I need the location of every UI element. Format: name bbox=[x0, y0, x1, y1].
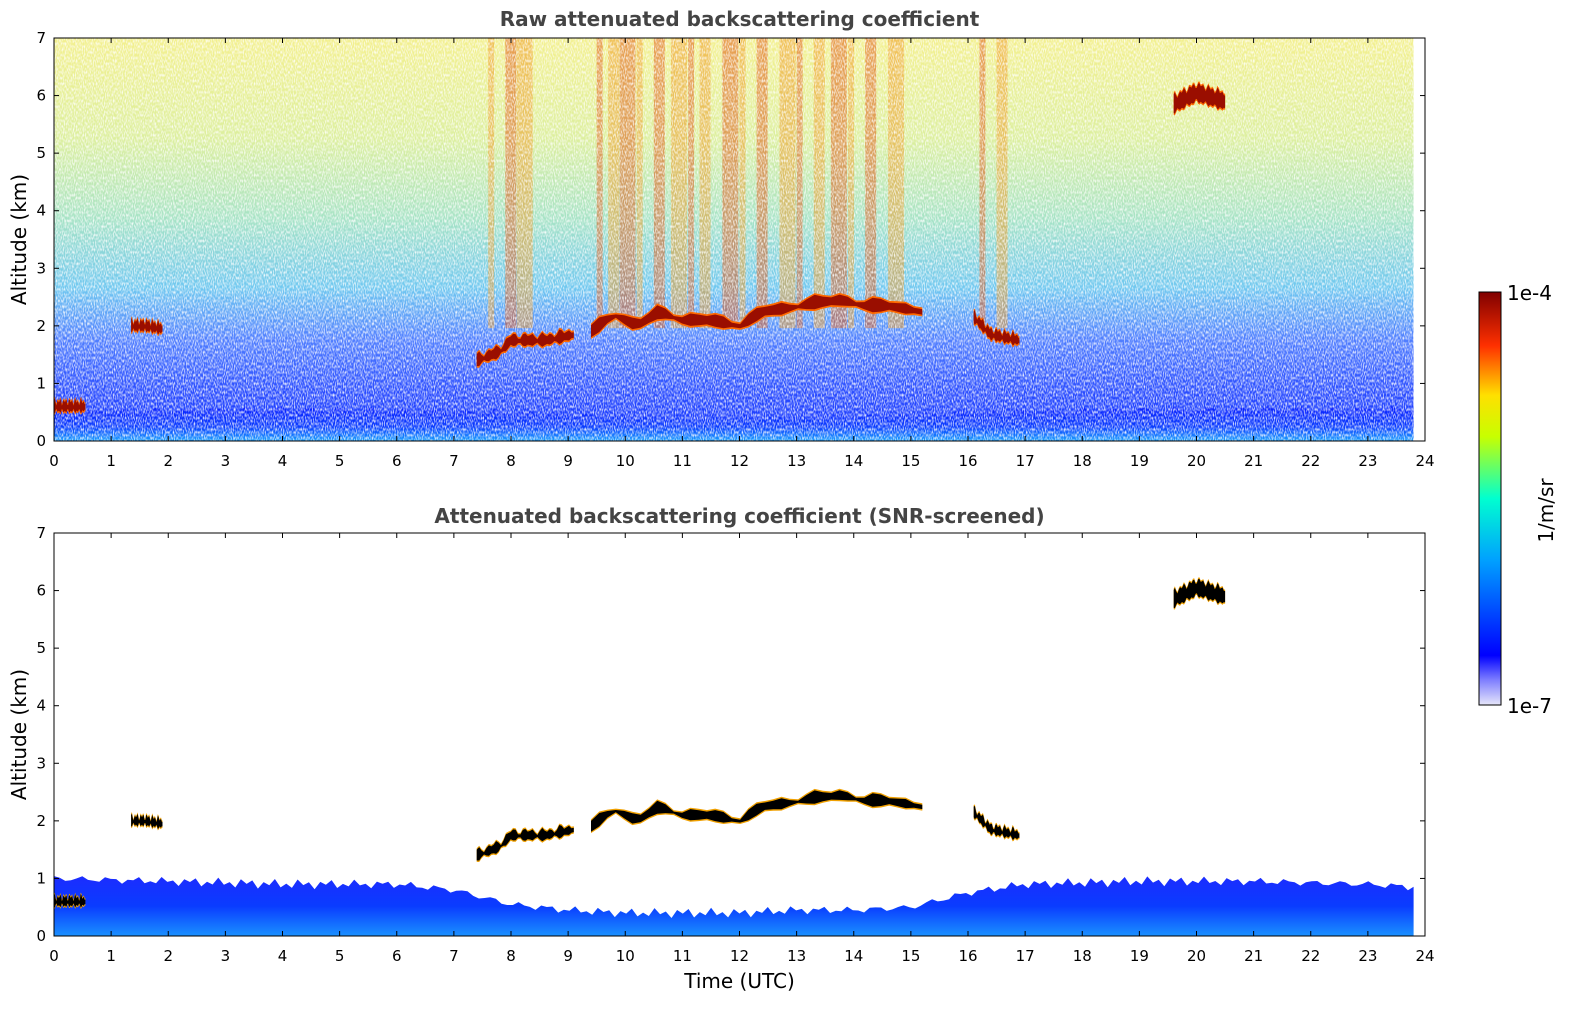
raw-xtick-label: 4 bbox=[278, 452, 288, 470]
raw-xtick-label: 2 bbox=[163, 452, 173, 470]
raw-xtick-label: 20 bbox=[1187, 452, 1206, 470]
screened-xtick-label: 1 bbox=[106, 947, 116, 965]
screened-backscatter-panel: 0 1 2 3 4 5 6 7 8 9 10 11 12 13 14 15 16 17 18 19 20 21 22 23 24… bbox=[7, 504, 1435, 993]
raw-cloud-layer bbox=[973, 310, 1020, 346]
raw-cloud-layer bbox=[131, 317, 163, 335]
screened-panel-ylabel: Altitude (km) bbox=[7, 669, 31, 800]
raw-xtick-label: 3 bbox=[221, 452, 231, 470]
colorbar-max-label: 1e-4 bbox=[1507, 281, 1552, 305]
raw-xtick-label: 12 bbox=[730, 452, 749, 470]
raw-ytick-label: 0 bbox=[36, 432, 46, 450]
screened-panel-title: Attenuated backscattering coefficient (S… bbox=[434, 504, 1044, 528]
raw-panel-ticks: 0 1 2 3 4 5 6 7 8 9 10 11 12 13 14 15 16 17 18 19 20 21 22 23 24… bbox=[36, 29, 1434, 470]
raw-xtick-label: 17 bbox=[1016, 452, 1035, 470]
screened-xtick-label: 13 bbox=[787, 947, 806, 965]
raw-panel-ylabel: Altitude (km) bbox=[7, 174, 31, 305]
screened-panel-ticks: 0 1 2 3 4 5 6 7 8 9 10 11 12 13 14 15 16 17 18 19 20 21 22 23 24… bbox=[36, 524, 1434, 965]
raw-panel-title: Raw attenuated backscattering coefficien… bbox=[500, 7, 980, 31]
screened-xtick-label: 4 bbox=[278, 947, 288, 965]
screened-cloud-layer bbox=[476, 825, 574, 861]
screened-xtick-label: 19 bbox=[1130, 947, 1149, 965]
raw-xtick-label: 13 bbox=[787, 452, 806, 470]
screened-boundary-layer bbox=[54, 876, 1414, 936]
screened-xtick-label: 23 bbox=[1358, 947, 1377, 965]
screened-ytick-label: 1 bbox=[36, 869, 46, 887]
screened-cloud-layer bbox=[54, 894, 86, 908]
screened-cloud-layer bbox=[973, 806, 1020, 840]
screened-ytick-label: 5 bbox=[36, 639, 46, 657]
screened-ytick-label: 4 bbox=[36, 697, 46, 715]
raw-xtick-label: 23 bbox=[1358, 452, 1377, 470]
screened-cloud-layer bbox=[1173, 578, 1226, 609]
raw-ytick-label: 5 bbox=[36, 144, 46, 162]
screened-xtick-label: 7 bbox=[449, 947, 459, 965]
raw-xtick-label: 5 bbox=[335, 452, 345, 470]
colorbar-min-label: 1e-7 bbox=[1507, 694, 1552, 718]
screened-ytick-label: 3 bbox=[36, 754, 46, 772]
raw-xtick-label: 16 bbox=[958, 452, 977, 470]
raw-no-data-region bbox=[1413, 38, 1425, 441]
screened-xtick-label: 5 bbox=[335, 947, 345, 965]
screened-xtick-label: 16 bbox=[958, 947, 977, 965]
screened-cloud-layers bbox=[54, 577, 1226, 909]
screened-xtick-label: 21 bbox=[1244, 947, 1263, 965]
screened-cloud-layer bbox=[131, 813, 163, 829]
screened-xtick-label: 0 bbox=[49, 947, 59, 965]
screened-xtick-label: 2 bbox=[163, 947, 173, 965]
screened-xtick-label: 18 bbox=[1073, 947, 1092, 965]
screened-xtick-label: 20 bbox=[1187, 947, 1206, 965]
screened-xtick-label: 12 bbox=[730, 947, 749, 965]
raw-xtick-label: 18 bbox=[1073, 452, 1092, 470]
screened-xtick-label: 9 bbox=[563, 947, 573, 965]
raw-ytick-label: 2 bbox=[36, 317, 46, 335]
screened-xtick-label: 11 bbox=[673, 947, 692, 965]
raw-xtick-label: 21 bbox=[1244, 452, 1263, 470]
screened-xtick-label: 22 bbox=[1301, 947, 1320, 965]
screened-ytick-label: 7 bbox=[36, 524, 46, 542]
screened-xtick-label: 17 bbox=[1016, 947, 1035, 965]
raw-backscatter-heatmap bbox=[54, 38, 1425, 441]
raw-cloud-layers bbox=[54, 81, 1226, 415]
screened-xtick-label: 3 bbox=[221, 947, 231, 965]
raw-xtick-label: 15 bbox=[901, 452, 920, 470]
raw-cloud-layer bbox=[1173, 83, 1226, 114]
raw-ytick-label: 6 bbox=[36, 87, 46, 105]
raw-xtick-label: 1 bbox=[106, 452, 116, 470]
raw-xtick-label: 22 bbox=[1301, 452, 1320, 470]
colorbar-unit-label: 1/m/sr bbox=[1534, 478, 1558, 543]
raw-ytick-label: 1 bbox=[36, 374, 46, 392]
screened-xtick-label: 15 bbox=[901, 947, 920, 965]
raw-xtick-label: 8 bbox=[506, 452, 516, 470]
raw-xtick-label: 10 bbox=[616, 452, 635, 470]
raw-xtick-label: 9 bbox=[563, 452, 573, 470]
colorbar-gradient bbox=[1478, 291, 1502, 706]
raw-xtick-label: 11 bbox=[673, 452, 692, 470]
raw-xtick-label: 14 bbox=[844, 452, 863, 470]
raw-ytick-label: 3 bbox=[36, 259, 46, 277]
raw-cloud-layer bbox=[591, 294, 923, 338]
raw-cloud-layer bbox=[54, 398, 86, 414]
colorbar: 1e-4 1e-7 1/m/sr bbox=[1478, 281, 1558, 718]
raw-cloud-layer bbox=[476, 329, 574, 367]
screened-xtick-label: 10 bbox=[616, 947, 635, 965]
screened-xtick-label: 14 bbox=[844, 947, 863, 965]
screened-xtick-label: 24 bbox=[1415, 947, 1434, 965]
raw-xtick-label: 6 bbox=[392, 452, 402, 470]
screened-backscatter-heatmap bbox=[54, 577, 1414, 936]
raw-xtick-label: 24 bbox=[1415, 452, 1434, 470]
screened-xtick-label: 6 bbox=[392, 947, 402, 965]
screened-cloud-layer bbox=[591, 790, 923, 832]
raw-xtick-label: 19 bbox=[1130, 452, 1149, 470]
screened-ytick-label: 6 bbox=[36, 582, 46, 600]
screened-ytick-label: 2 bbox=[36, 812, 46, 830]
raw-ytick-label: 4 bbox=[36, 202, 46, 220]
screened-ytick-label: 0 bbox=[36, 927, 46, 945]
raw-backscatter-panel: 0 1 2 3 4 5 6 7 8 9 10 11 12 13 14 15 16 17 18 19 20 21 22 23 24… bbox=[7, 7, 1435, 470]
raw-ytick-label: 7 bbox=[36, 29, 46, 47]
screened-panel-xlabel: Time (UTC) bbox=[683, 969, 795, 993]
raw-xtick-label: 7 bbox=[449, 452, 459, 470]
screened-xtick-label: 8 bbox=[506, 947, 516, 965]
raw-xtick-label: 0 bbox=[49, 452, 59, 470]
